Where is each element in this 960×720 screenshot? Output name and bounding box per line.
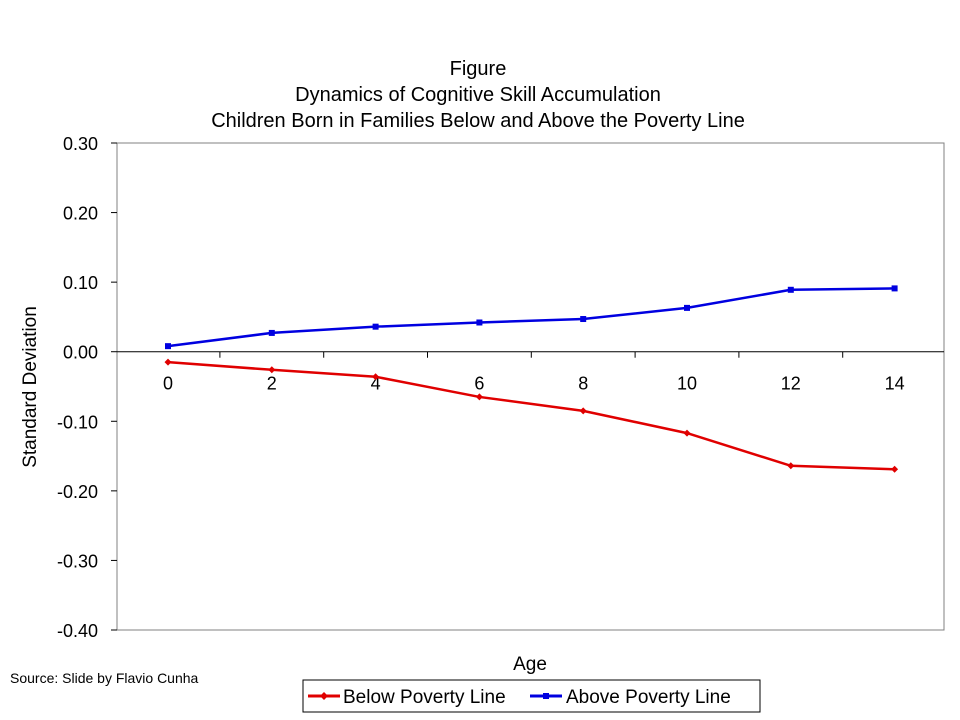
data-point-below	[787, 462, 795, 470]
y-tick-label: -0.10	[57, 412, 98, 432]
data-point-below	[164, 358, 172, 366]
series-line-below	[167, 360, 895, 471]
data-point-below	[683, 429, 691, 437]
y-tick-label: -0.40	[57, 621, 98, 641]
legend-marker-above	[543, 693, 549, 699]
x-tick-label: 4	[371, 374, 381, 394]
data-point-below	[268, 366, 276, 374]
chart-title-line-1: Figure	[450, 58, 507, 80]
x-tick-label: 10	[677, 374, 697, 394]
y-tick-label: -0.20	[57, 482, 98, 502]
chart-title-line-3: Children Born in Families Below and Abov…	[211, 110, 745, 132]
data-point-above	[476, 319, 483, 326]
y-tick-label: 0.00	[63, 343, 98, 363]
x-tick-label: 8	[578, 374, 588, 394]
data-point-above	[684, 304, 690, 311]
data-point-above	[580, 316, 587, 323]
legend-label-above: Above Poverty Line	[566, 687, 731, 708]
series-line-above	[167, 287, 895, 348]
data-point-above	[372, 323, 379, 330]
data-point-above	[891, 285, 898, 292]
y-tick-label: -0.30	[57, 551, 98, 571]
legend-marker-below	[320, 692, 328, 700]
data-point-above	[787, 286, 794, 293]
y-axis: 0.30 0.20 0.10 0.00 -0.10 -0.20 -0.30 -0.40	[57, 134, 117, 641]
data-point-above	[268, 329, 275, 336]
x-tick-label: 0	[163, 374, 173, 394]
x-tick-label: 14	[885, 374, 905, 394]
y-tick-label: 0.20	[63, 204, 98, 224]
y-axis-label: Standard Deviation	[20, 306, 41, 468]
y-tick-label: 0.30	[63, 134, 98, 154]
series-layer	[164, 285, 899, 473]
data-point-below	[891, 465, 899, 473]
x-tick-label: 2	[267, 374, 277, 394]
data-point-below	[579, 407, 587, 415]
x-tick-label: 6	[474, 374, 484, 394]
data-point-below	[475, 393, 483, 401]
plot-area	[116, 142, 945, 631]
x-axis-label: Age	[513, 654, 547, 675]
chart-title: Figure Dynamics of Cognitive Skill Accum…	[211, 58, 745, 132]
chart-title-line-2: Dynamics of Cognitive Skill Accumulation	[295, 84, 661, 106]
x-tick-label: 12	[781, 374, 801, 394]
x-axis: 0 2 4 6 8 10 12 14	[117, 351, 944, 394]
data-point-below	[372, 373, 380, 381]
source-note: Source: Slide by Flavio Cunha	[10, 670, 199, 686]
legend: Below Poverty Line Above Poverty Line	[302, 679, 761, 713]
y-tick-label: 0.10	[63, 273, 98, 293]
data-point-above	[165, 343, 171, 350]
legend-label-below: Below Poverty Line	[343, 687, 506, 708]
